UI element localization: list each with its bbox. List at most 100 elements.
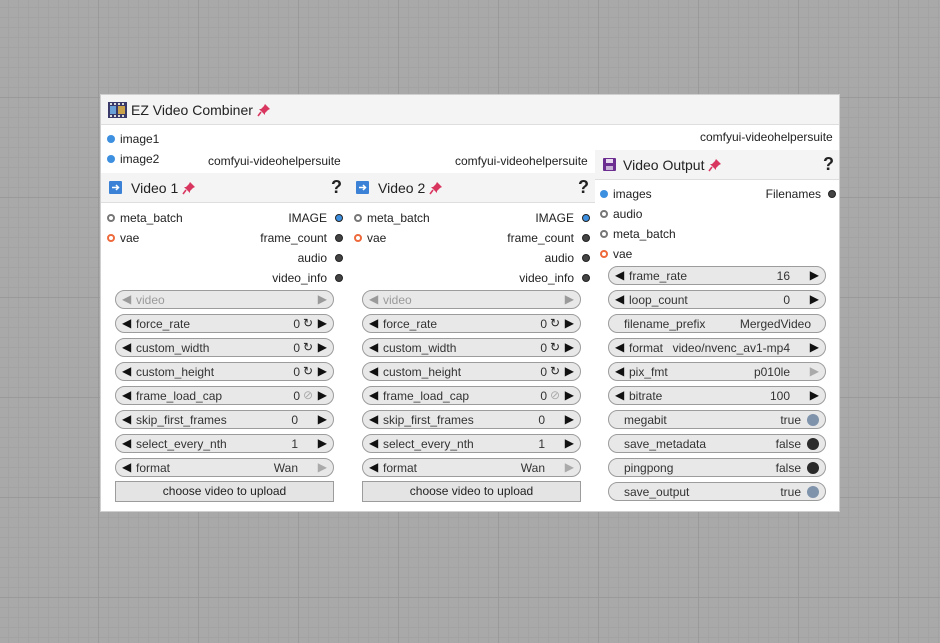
output-slot-dot[interactable]: [582, 234, 590, 242]
arrow-right-icon[interactable]: ▶: [317, 340, 327, 354]
reset-icon[interactable]: ↻: [302, 340, 313, 354]
arrow-left-icon[interactable]: ◀: [122, 460, 132, 474]
filename-prefix-field[interactable]: filename_prefix MergedVideo: [608, 314, 826, 333]
arrow-right-icon[interactable]: ▶: [809, 292, 819, 306]
pix-fmt-combo[interactable]: ◀ pix_fmt p010le ▶: [608, 362, 826, 381]
arrow-left-icon[interactable]: ◀: [615, 340, 625, 354]
arrow-left-icon[interactable]: ◀: [122, 436, 132, 450]
arrow-right-icon[interactable]: ▶: [317, 364, 327, 378]
arrow-left-icon[interactable]: ◀: [369, 460, 379, 474]
output-slot-dot[interactable]: [582, 274, 590, 282]
video-combo[interactable]: ◀ video ▶: [115, 290, 334, 309]
arrow-right-icon[interactable]: ▶: [809, 340, 819, 354]
help-button[interactable]: ?: [823, 154, 834, 174]
custom-height-widget[interactable]: ◀ custom_height 0 ↻ ▶: [115, 362, 334, 381]
input-slot-dot[interactable]: [107, 234, 115, 242]
arrow-left-icon[interactable]: ◀: [369, 412, 379, 426]
force-rate-widget[interactable]: ◀ force_rate 0 ↻ ▶: [115, 314, 334, 333]
save-output-toggle[interactable]: save_output true: [608, 482, 826, 501]
custom-width-widget[interactable]: ◀ custom_width 0 ↻ ▶: [115, 338, 334, 357]
arrow-right-icon[interactable]: ▶: [564, 316, 574, 330]
custom-width-widget[interactable]: ◀ custom_width 0 ↻ ▶: [362, 338, 581, 357]
arrow-left-icon[interactable]: ◀: [122, 292, 132, 306]
arrow-left-icon[interactable]: ◀: [122, 316, 132, 330]
toggle-knob[interactable]: [807, 486, 819, 498]
arrow-left-icon[interactable]: ◀: [369, 388, 379, 402]
pin-icon[interactable]: [708, 158, 722, 172]
input-slot-dot[interactable]: [354, 234, 362, 242]
arrow-right-icon[interactable]: ▶: [564, 412, 574, 426]
reset-icon[interactable]: ↻: [549, 364, 560, 378]
arrow-right-icon[interactable]: ▶: [564, 340, 574, 354]
skip-first-frames-widget[interactable]: ◀ skip_first_frames 0 ▶: [362, 410, 581, 429]
output-slot-dot[interactable]: [335, 274, 343, 282]
toggle-knob[interactable]: [807, 438, 819, 450]
output-slot-dot[interactable]: [582, 214, 590, 222]
output-slot-dot[interactable]: [828, 190, 836, 198]
arrow-right-icon[interactable]: ▶: [809, 364, 819, 378]
help-button[interactable]: ?: [331, 177, 342, 197]
arrow-left-icon[interactable]: ◀: [615, 388, 625, 402]
arrow-right-icon[interactable]: ▶: [317, 316, 327, 330]
video-combo[interactable]: ◀ video ▶: [362, 290, 581, 309]
arrow-right-icon[interactable]: ▶: [564, 388, 574, 402]
input-slot-dot[interactable]: [354, 214, 362, 222]
arrow-left-icon[interactable]: ◀: [369, 316, 379, 330]
video2-header[interactable]: Video 2 ?: [348, 173, 595, 203]
skip-first-frames-widget[interactable]: ◀ skip_first_frames 0 ▶: [115, 410, 334, 429]
video1-header[interactable]: Video 1 ?: [101, 173, 348, 203]
format-widget[interactable]: ◀ format Wan ▶: [115, 458, 334, 477]
arrow-right-icon[interactable]: ▶: [564, 436, 574, 450]
arrow-right-icon[interactable]: ▶: [809, 268, 819, 282]
arrow-right-icon[interactable]: ▶: [564, 292, 574, 306]
arrow-left-icon[interactable]: ◀: [369, 364, 379, 378]
arrow-left-icon[interactable]: ◀: [615, 292, 625, 306]
pin-icon[interactable]: [182, 181, 196, 195]
toggle-knob[interactable]: [807, 462, 819, 474]
frame-load-cap-widget[interactable]: ◀ frame_load_cap 0 ⊘ ▶: [115, 386, 334, 405]
reset-icon[interactable]: ↻: [302, 364, 313, 378]
save-metadata-toggle[interactable]: save_metadata false: [608, 434, 826, 453]
loop-count-widget[interactable]: ◀ loop_count 0 ▶: [608, 290, 826, 309]
input-slot-dot[interactable]: [600, 250, 608, 258]
pin-icon[interactable]: [257, 103, 271, 117]
format-combo[interactable]: ◀ format video/nvenc_av1-mp4 ▶: [608, 338, 826, 357]
arrow-right-icon[interactable]: ▶: [317, 292, 327, 306]
input-slot-dot[interactable]: [107, 214, 115, 222]
arrow-right-icon[interactable]: ▶: [317, 460, 327, 474]
arrow-left-icon[interactable]: ◀: [122, 364, 132, 378]
group-ez-video-combiner[interactable]: EZ Video Combiner image1 image2 comfyui-…: [100, 94, 840, 512]
input-slot-dot[interactable]: [600, 190, 608, 198]
reset-icon[interactable]: ↻: [549, 340, 560, 354]
format-widget[interactable]: ◀ format Wan ▶: [362, 458, 581, 477]
arrow-left-icon[interactable]: ◀: [369, 340, 379, 354]
input-slot-dot[interactable]: [107, 135, 115, 143]
arrow-left-icon[interactable]: ◀: [122, 388, 132, 402]
arrow-left-icon[interactable]: ◀: [369, 292, 379, 306]
select-every-nth-widget[interactable]: ◀ select_every_nth 1 ▶: [362, 434, 581, 453]
select-every-nth-widget[interactable]: ◀ select_every_nth 1 ▶: [115, 434, 334, 453]
output-slot-dot[interactable]: [335, 214, 343, 222]
reset-icon[interactable]: ↻: [549, 316, 560, 330]
custom-height-widget[interactable]: ◀ custom_height 0 ↻ ▶: [362, 362, 581, 381]
upload-video-button[interactable]: choose video to upload: [362, 481, 581, 502]
arrow-left-icon[interactable]: ◀: [369, 436, 379, 450]
pin-icon[interactable]: [429, 181, 443, 195]
help-button[interactable]: ?: [578, 177, 589, 197]
arrow-left-icon[interactable]: ◀: [122, 340, 132, 354]
input-slot-dot[interactable]: [600, 210, 608, 218]
output-slot-dot[interactable]: [335, 254, 343, 262]
arrow-right-icon[interactable]: ▶: [564, 364, 574, 378]
arrow-right-icon[interactable]: ▶: [317, 436, 327, 450]
arrow-left-icon[interactable]: ◀: [615, 268, 625, 282]
group-header[interactable]: EZ Video Combiner: [101, 95, 839, 125]
input-slot-dot[interactable]: [600, 230, 608, 238]
video-output-header[interactable]: Video Output ?: [595, 150, 839, 180]
bitrate-widget[interactable]: ◀ bitrate 100 ▶: [608, 386, 826, 405]
arrow-left-icon[interactable]: ◀: [122, 412, 132, 426]
frame-rate-widget[interactable]: ◀ frame_rate 16 ▶: [608, 266, 826, 285]
arrow-right-icon[interactable]: ▶: [564, 460, 574, 474]
arrow-right-icon[interactable]: ▶: [317, 412, 327, 426]
arrow-left-icon[interactable]: ◀: [615, 364, 625, 378]
upload-video-button[interactable]: choose video to upload: [115, 481, 334, 502]
